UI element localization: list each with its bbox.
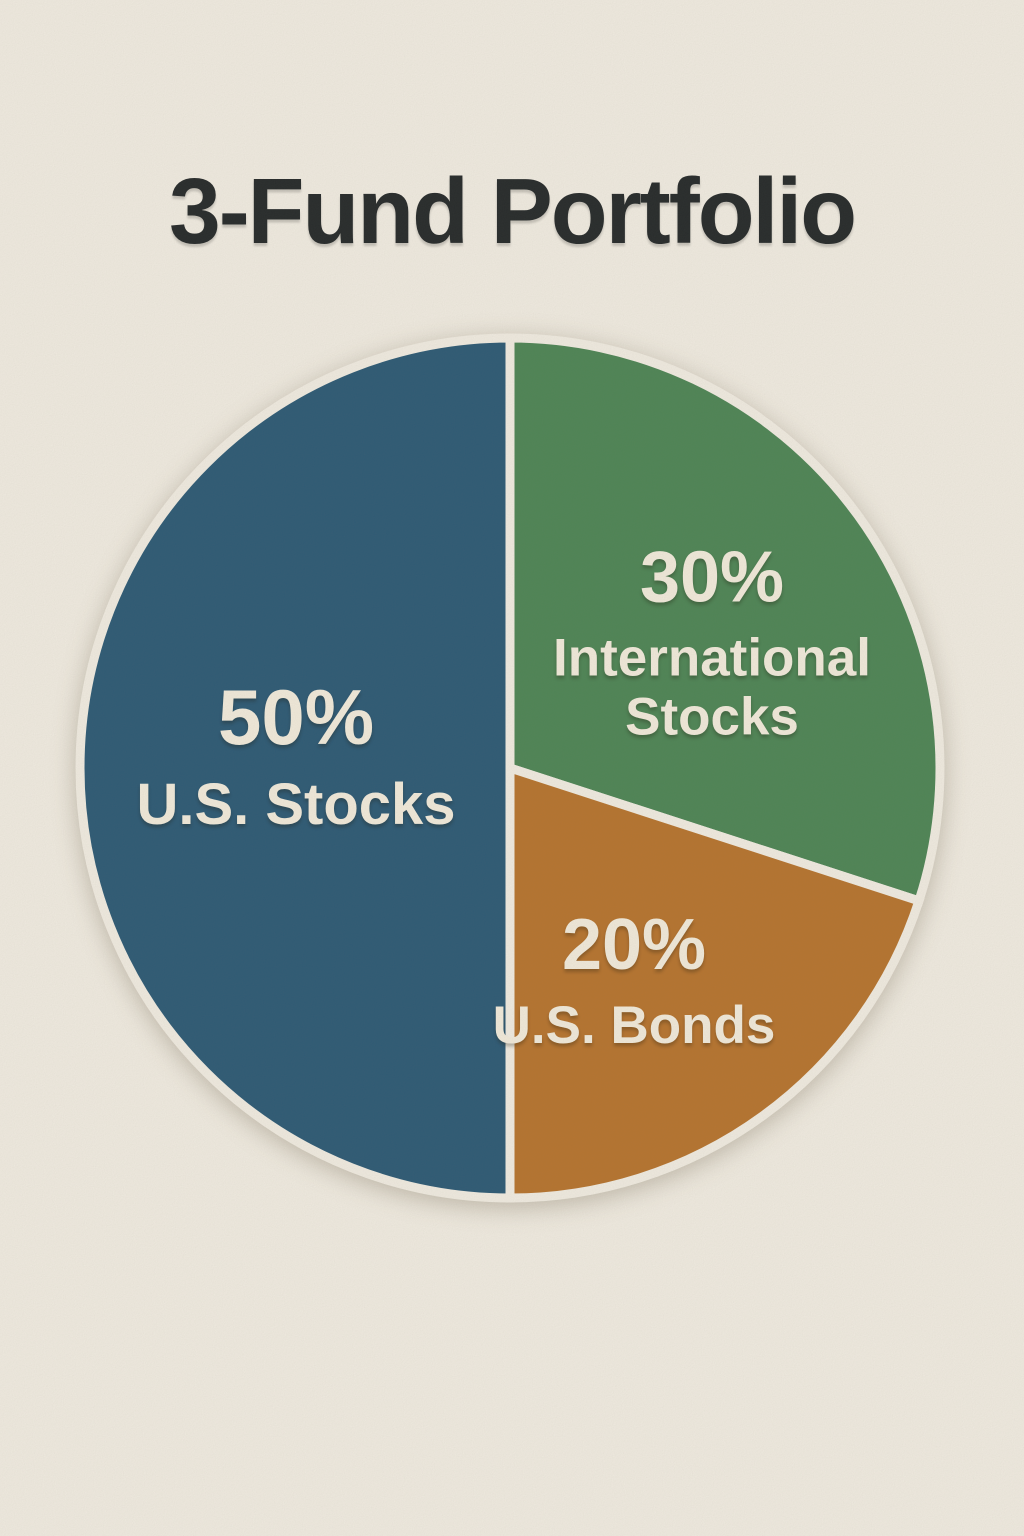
page-title: 3-Fund Portfolio <box>168 159 857 263</box>
slice-percent: 50% <box>217 672 375 761</box>
slice-label-us-stocks: 50% U.S. Stocks <box>46 672 546 838</box>
slice-name: U.S. Stocks <box>136 772 456 838</box>
slice-percent: 30% <box>639 537 785 618</box>
slice-label-international-stocks: 30% International Stocks <box>492 537 932 746</box>
slice-name: International Stocks <box>552 627 872 747</box>
slice-name: U.S. Bonds <box>492 995 776 1055</box>
slice-percent: 20% <box>561 905 707 986</box>
slice-label-us-bonds: 20% U.S. Bonds <box>414 905 854 1055</box>
